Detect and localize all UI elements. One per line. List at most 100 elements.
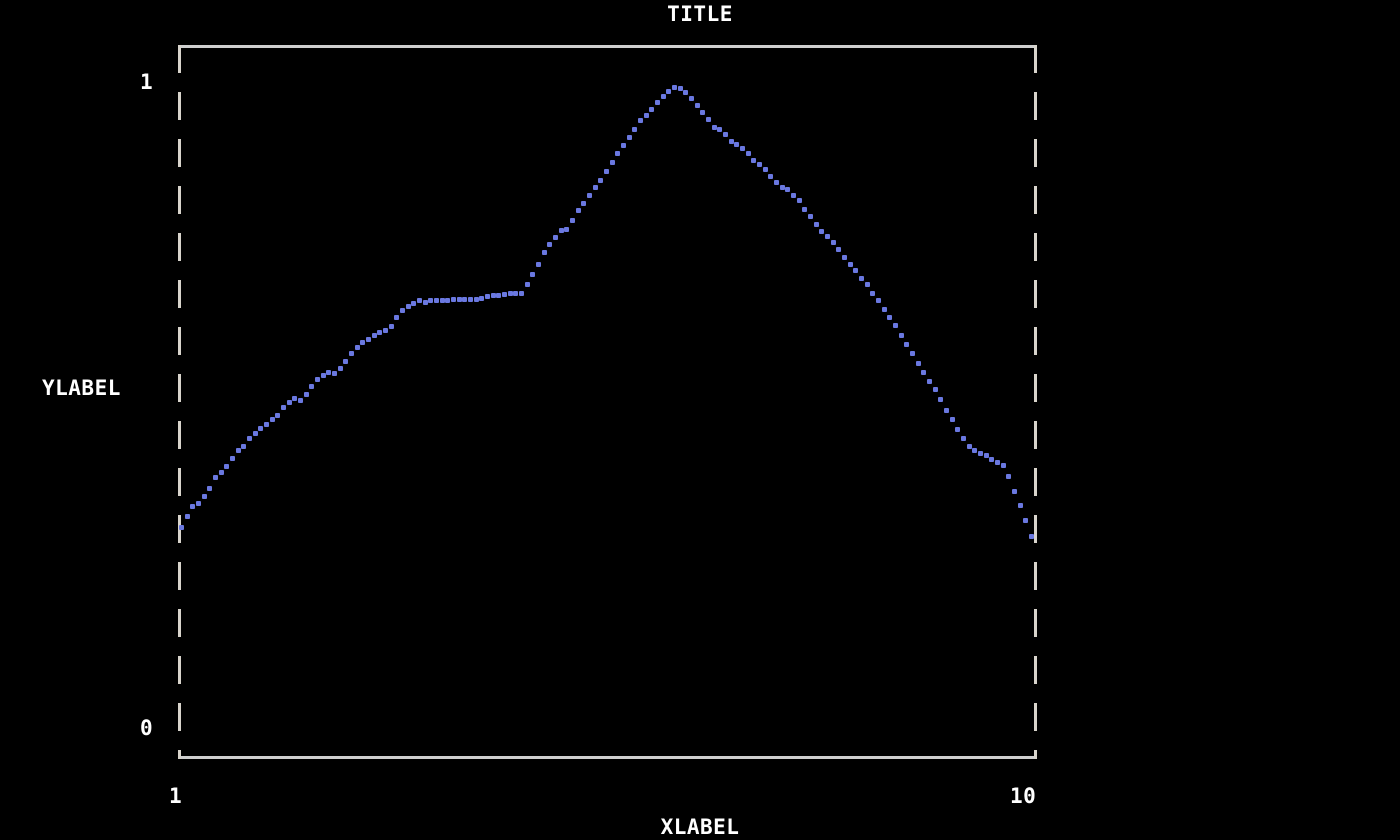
data-point xyxy=(343,358,349,364)
data-point xyxy=(876,297,881,303)
data-point xyxy=(649,106,655,112)
data-point xyxy=(955,427,961,432)
data-point xyxy=(887,314,893,320)
data-point xyxy=(281,405,286,410)
x-axis-label: XLABEL xyxy=(660,815,740,839)
data-point xyxy=(757,161,762,167)
data-point xyxy=(989,456,995,462)
data-point xyxy=(1000,463,1006,469)
data-point xyxy=(932,386,938,392)
data-point xyxy=(264,421,269,427)
data-point xyxy=(944,407,949,413)
data-point xyxy=(796,198,802,204)
data-point xyxy=(513,291,519,297)
data-point xyxy=(422,299,428,305)
data-point xyxy=(558,228,564,233)
data-point xyxy=(864,282,870,288)
data-point xyxy=(825,233,830,239)
data-point xyxy=(1017,503,1023,509)
x-tick-label-left: 1 xyxy=(169,784,183,808)
data-point xyxy=(972,447,978,453)
data-point xyxy=(502,291,507,297)
data-point xyxy=(677,85,683,91)
data-point xyxy=(473,296,479,302)
data-point xyxy=(762,167,768,173)
data-point xyxy=(462,296,468,302)
data-point xyxy=(921,370,927,376)
data-point xyxy=(615,151,621,157)
data-point xyxy=(859,275,864,281)
data-point xyxy=(581,200,587,206)
data-point xyxy=(915,361,921,367)
right-axis-line xyxy=(1034,45,1037,759)
x-tick-label-right: 10 xyxy=(1010,784,1037,808)
data-point xyxy=(354,344,360,350)
data-point xyxy=(258,425,264,431)
data-point xyxy=(434,297,439,303)
data-point xyxy=(706,116,711,122)
data-point xyxy=(779,185,785,191)
data-point xyxy=(400,307,405,313)
data-point xyxy=(445,297,451,303)
data-point xyxy=(320,373,326,379)
data-point xyxy=(564,226,570,232)
data-point xyxy=(847,262,853,268)
data-point xyxy=(791,192,796,198)
data-point xyxy=(524,282,530,288)
y-axis-label: YLABEL xyxy=(42,376,121,400)
data-point xyxy=(541,250,547,255)
data-point xyxy=(711,124,717,130)
y-axis-line xyxy=(178,45,181,759)
data-point xyxy=(241,443,247,449)
data-point xyxy=(230,456,235,461)
data-point xyxy=(643,113,649,118)
data-point xyxy=(983,453,989,459)
data-point xyxy=(723,132,728,138)
data-point xyxy=(456,297,462,303)
data-point xyxy=(286,399,292,405)
data-point xyxy=(428,298,434,304)
data-point xyxy=(207,485,213,491)
data-point xyxy=(961,436,966,441)
data-point xyxy=(734,142,740,148)
data-point xyxy=(655,100,660,106)
data-point xyxy=(575,208,581,213)
data-point xyxy=(689,96,694,102)
data-point xyxy=(774,180,779,186)
data-point xyxy=(694,102,700,108)
series-y1-points xyxy=(178,45,1034,758)
data-point xyxy=(626,135,632,140)
data-point xyxy=(201,493,207,499)
data-point xyxy=(383,327,388,333)
y-tick-label-bottom: 0 xyxy=(140,716,154,740)
data-point xyxy=(411,301,417,306)
data-point xyxy=(337,366,343,372)
data-point xyxy=(371,332,377,338)
data-point xyxy=(547,242,553,248)
data-point xyxy=(898,332,904,338)
data-point xyxy=(830,239,836,245)
data-point xyxy=(927,379,932,385)
data-point xyxy=(672,85,677,91)
data-point xyxy=(235,447,241,453)
data-point xyxy=(666,88,672,94)
data-point xyxy=(842,254,847,260)
plot-frame-bottom xyxy=(178,756,1037,759)
data-point xyxy=(292,396,298,401)
data-point xyxy=(530,271,536,277)
data-point xyxy=(870,290,876,296)
data-point xyxy=(604,168,609,174)
data-point xyxy=(853,268,859,273)
data-point xyxy=(451,297,456,303)
data-point xyxy=(360,340,366,346)
data-point xyxy=(196,500,201,506)
data-point xyxy=(893,323,898,328)
data-point xyxy=(621,142,626,148)
y-tick-label-top: 1 xyxy=(140,70,154,94)
data-point xyxy=(184,513,190,519)
data-point xyxy=(303,392,309,398)
data-point xyxy=(910,351,915,357)
data-point xyxy=(978,450,983,456)
data-point xyxy=(938,397,944,403)
data-point xyxy=(405,303,411,309)
